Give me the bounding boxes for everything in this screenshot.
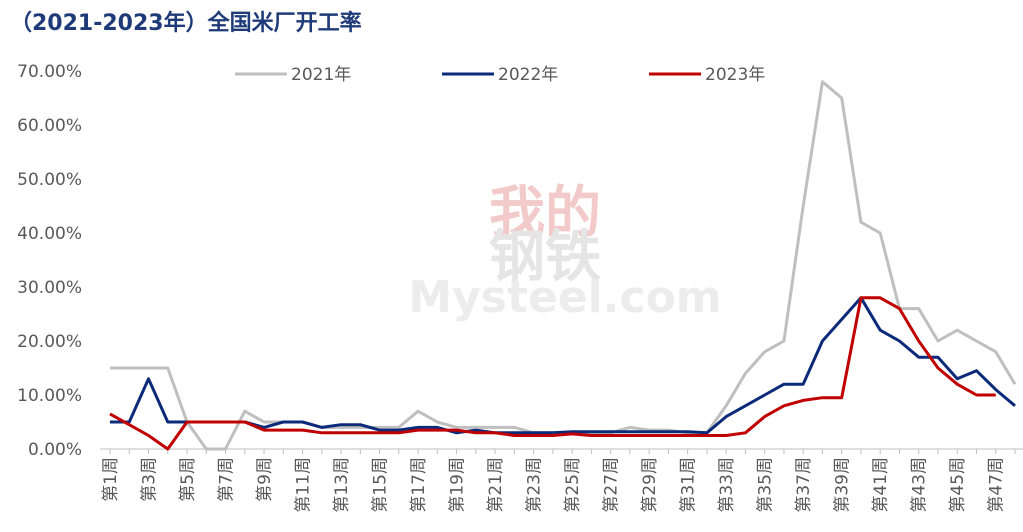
watermark: Mysteel.com <box>408 272 721 323</box>
x-tick-label: 第11周 <box>294 457 314 513</box>
legend-label: 2023年 <box>705 65 765 85</box>
y-tick-label: 70.00% <box>17 62 82 82</box>
series-line <box>109 296 996 451</box>
x-tick-label: 第39周 <box>833 457 853 513</box>
chart-title: （2021-2023年）全国米厂开工率 <box>10 10 362 36</box>
x-tick-label: 第41周 <box>871 457 891 513</box>
y-tick-label: 0.00% <box>28 440 82 460</box>
x-tick-label: 第31周 <box>679 457 699 513</box>
watermark: 我的 <box>489 181 601 246</box>
y-tick-label: 60.00% <box>17 116 82 136</box>
x-tick-label: 第5周 <box>178 457 198 502</box>
x-tick-label: 第43周 <box>910 457 930 513</box>
x-tick-label: 第23周 <box>525 457 545 513</box>
x-tick-label: 第45周 <box>948 457 968 513</box>
x-tick-label: 第1周 <box>101 457 121 502</box>
y-tick-label: 30.00% <box>17 278 82 298</box>
x-tick-label: 第17周 <box>409 457 429 513</box>
x-tick-label: 第3周 <box>140 457 160 502</box>
x-tick-label: 第37周 <box>794 457 814 513</box>
x-tick-label: 第25周 <box>563 457 583 513</box>
series-line <box>110 296 1016 435</box>
x-tick-label: 第13周 <box>332 457 352 513</box>
x-tick-label: 第33周 <box>717 457 737 513</box>
x-tick-label: 第21周 <box>486 457 506 513</box>
y-tick-label: 20.00% <box>17 332 82 352</box>
x-tick-label: 第9周 <box>255 457 275 502</box>
x-tick-label: 第19周 <box>448 457 468 513</box>
y-tick-label: 50.00% <box>17 170 82 190</box>
x-tick-label: 第47周 <box>987 457 1007 513</box>
x-tick-label: 第7周 <box>217 457 237 502</box>
x-tick-label: 第15周 <box>371 457 391 513</box>
x-tick-label: 第29周 <box>640 457 660 513</box>
x-tick-label: 第27周 <box>602 457 622 513</box>
watermark: 钢铁 <box>489 225 601 290</box>
legend-label: 2021年 <box>291 65 351 85</box>
x-tick-label: 第35周 <box>756 457 776 513</box>
y-tick-label: 40.00% <box>17 224 82 244</box>
y-tick-label: 10.00% <box>17 386 82 406</box>
legend-label: 2022年 <box>498 65 558 85</box>
